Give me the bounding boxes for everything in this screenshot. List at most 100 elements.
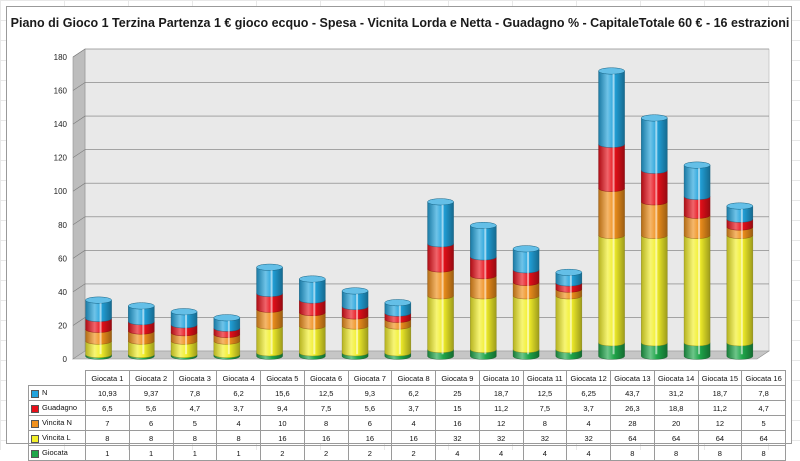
bar-top-cap [555,268,583,276]
data-label: 8 [303,415,349,431]
bar-top-cap [470,222,497,229]
data-label: 64 [610,430,655,446]
data-label: 18,7 [697,385,743,401]
bar-top-cap [641,114,668,122]
data-label: 1 [85,445,130,461]
data-label: 64 [697,430,743,446]
legend-entry: N [28,385,86,401]
data-label: 16 [347,430,393,446]
data-label: 15 [435,400,480,416]
data-label: 7,8 [172,385,218,401]
bar-segment-body [598,70,625,148]
data-label: 2 [391,445,436,461]
data-label: 18,8 [653,400,699,416]
data-label: 6,2 [391,385,436,401]
data-label: 43,7 [610,385,655,401]
legend-entry: Vincita N [28,415,86,431]
legend-swatch [31,404,39,413]
bar-segment [726,235,754,347]
legend-entry: Guadagno [28,400,86,416]
data-label: 5 [741,415,786,431]
x-tick-label: Giocata 1 [85,370,130,386]
bar-segment [683,342,711,360]
bar-segment [512,295,540,353]
legend-label: Guadagno [42,403,78,413]
bar-segment-body [299,325,326,357]
data-label: 7,8 [741,385,786,401]
plot-side-wall [72,48,86,360]
data-label: 8 [85,430,130,446]
legend-swatch [31,419,39,428]
y-tick-label: 0 [63,355,68,364]
table-row: Vincita N 7 6 5 4 10 8 6 4 16 12 8 4 28 20 12 5 [28,415,786,431]
x-tick-label: Giocata 12 [566,370,611,386]
gridline [72,115,769,125]
x-tick-label: Giocata 2 [128,370,174,386]
data-label: 8 [653,445,699,461]
chart-area[interactable]: Piano di Gioco 1 Terzina Partenza 1 € gi… [6,6,792,461]
data-label: 16 [260,430,305,446]
bar-segment-body [683,342,711,360]
legend-label: Vincita L [42,433,71,443]
bar-segment-body [598,235,625,347]
data-label: 7 [85,415,130,431]
data-label: 64 [741,430,786,446]
bar-segment [641,201,668,239]
data-label: 1 [216,445,261,461]
bar-segment [470,295,497,353]
data-label: 1 [172,445,218,461]
bar-segment-body [256,267,283,297]
bar-segment-body [427,295,454,353]
bar-segment-body [470,295,497,353]
bar-top-cap [170,308,198,316]
data-label: 5,6 [128,400,174,416]
y-tick-label: 160 [54,87,68,96]
bar-segment-body [726,235,754,347]
bar-segment [598,188,625,239]
bar-segment-body [128,340,155,358]
data-label: 25 [435,385,480,401]
data-label: 6 [347,415,393,431]
data-label: 9,3 [347,385,393,401]
data-label: 12,5 [522,385,568,401]
bar-top-cap [128,302,155,310]
bar-segment-body [683,235,711,347]
x-tick-label: Giocata 15 [697,370,743,386]
y-tick-label: 140 [54,120,68,129]
bar-segment [384,325,412,357]
data-label: 8 [522,415,568,431]
bar-top-cap [256,263,283,271]
data-label: 18,7 [478,385,524,401]
x-tick-label: Giocata 3 [172,370,218,386]
gridline [72,82,769,91]
data-label: 10 [260,415,305,431]
bar-segment-body [427,268,454,300]
x-tick-label: Giocata 13 [610,370,655,386]
data-label: 6 [128,415,174,431]
y-tick-label: 80 [58,221,67,230]
bar-segment [427,268,454,300]
legend-entry: Vincita L [28,430,86,446]
bar-top-cap [726,202,754,210]
bar-top-cap [683,161,711,169]
data-label: 4 [216,415,261,431]
bar-segment-body [641,170,668,206]
x-tick-label: Giocata 14 [653,370,699,386]
table-header-row: Giocata 1 Giocata 2 Giocata 3 Giocata 4 Gioc… [28,370,786,386]
bar-segment-body [726,342,754,360]
bar-segment [598,70,625,148]
data-label: 4 [566,445,611,461]
gridline [72,283,769,293]
data-label: 15,6 [260,385,305,401]
data-label: 3,7 [216,400,261,416]
data-label: 8 [128,430,174,446]
bar-top-cap [384,299,412,307]
table-corner-cell [28,370,86,386]
bar-segment [555,295,583,353]
data-label: 16 [303,430,349,446]
table-row: Giocata 1 1 1 1 2 2 2 2 4 4 4 4 8 8 8 8 [28,445,786,461]
data-label: 2 [347,445,393,461]
legend-swatch [31,449,39,458]
data-label: 26,3 [610,400,655,416]
bar-segment [683,164,711,200]
